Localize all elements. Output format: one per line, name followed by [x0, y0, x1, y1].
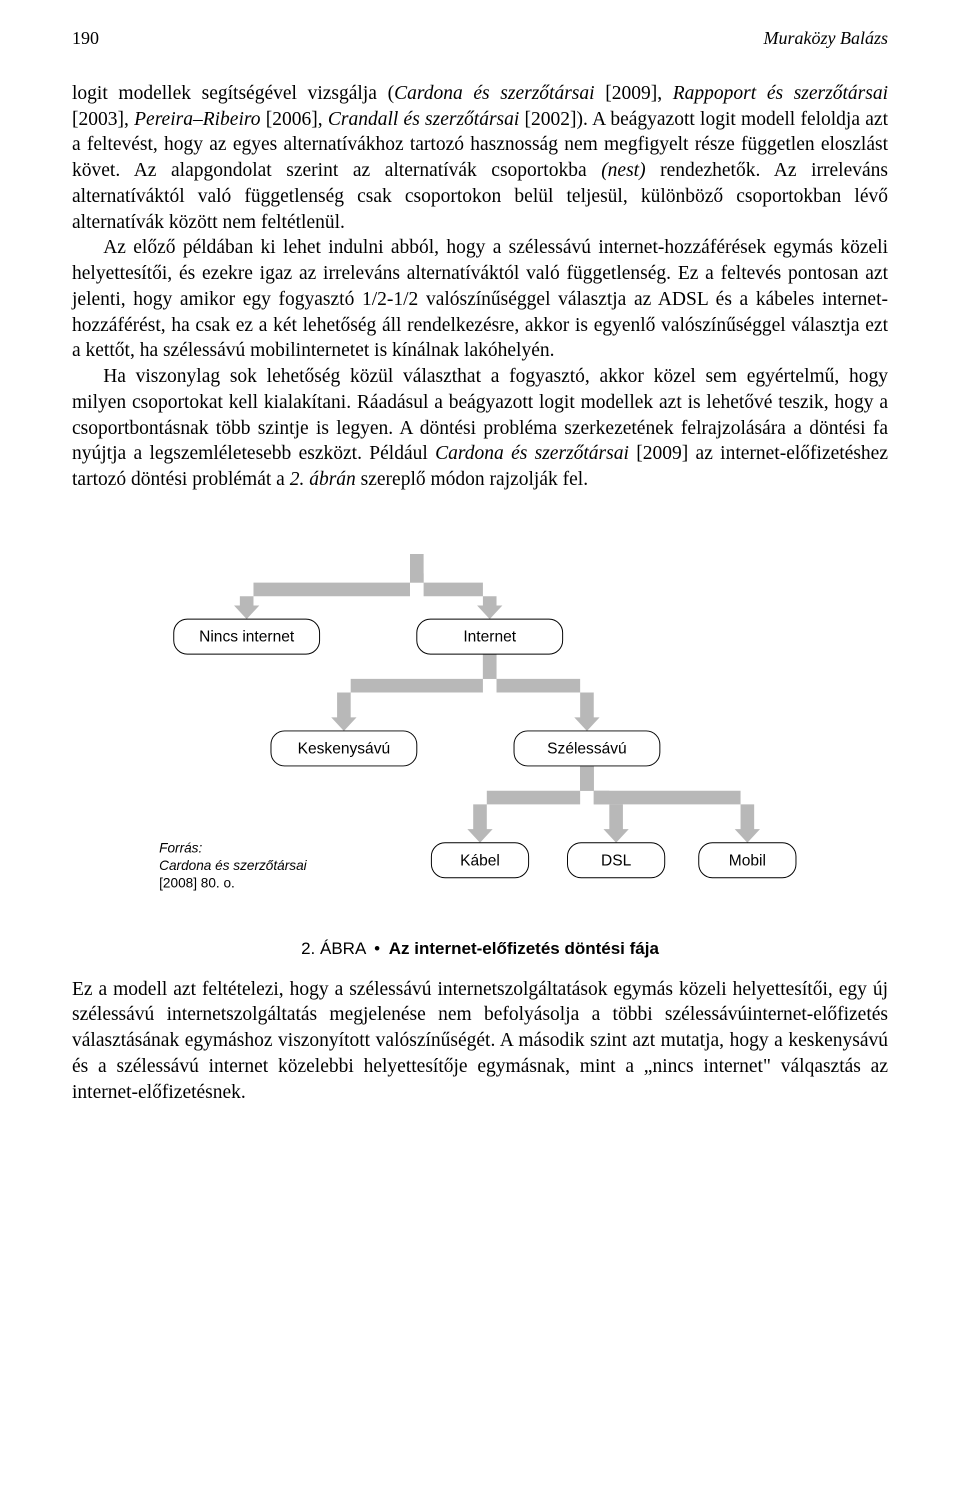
running-head: 190 Muraközy Balázs [72, 28, 888, 49]
citation: Crandall és szerzőtársai [328, 109, 519, 130]
running-author: Muraközy Balázs [764, 28, 889, 49]
figure-ref: 2. ábrán [290, 469, 356, 490]
citation: Cardona és szerzőtársai [435, 443, 629, 464]
figure-title: Az internet-előfizetés döntési fája [389, 939, 659, 958]
bullet-icon: • [370, 939, 384, 958]
citation: Pereira–Ribeiro [134, 109, 260, 130]
tree-edge [455, 766, 594, 843]
figure-label: ÁBRA [320, 939, 365, 958]
page-number: 190 [72, 28, 99, 49]
figure-caption: 2. ÁBRA • Az internet-előfizetés döntési… [72, 939, 888, 959]
tree-edge [483, 654, 600, 731]
text: Ez a modell azt feltételezi, hogy a szél… [72, 979, 888, 1103]
text: logit modellek segítségével vizsgálja ( [72, 83, 394, 104]
citation: Rappoport és szerzőtársai [673, 83, 888, 104]
text: [2009], [595, 83, 673, 104]
text: [2003], [72, 109, 134, 130]
figure-source-label: Forrás: [159, 840, 202, 855]
paragraph-4: Ez a modell azt feltételezi, hogy a szél… [72, 977, 888, 1106]
tree-node-label: Szélessávú [547, 740, 627, 757]
tree-node-label: Nincs internet [199, 628, 295, 645]
paragraph-2: Az előző példában ki lehet indulni abból… [72, 235, 888, 364]
tree-node-label: Keskenysávú [298, 740, 390, 757]
term-nest: (nest) [601, 160, 645, 181]
tree-edge [410, 573, 502, 619]
tree-node-label: DSL [601, 852, 632, 869]
text: Az előző példában ki lehet indulni abból… [72, 237, 888, 361]
tree-node-label: Internet [463, 628, 516, 645]
figure-number: 2. [301, 939, 315, 958]
tree-node-label: Kábel [460, 852, 500, 869]
text: [2006], [261, 109, 328, 130]
paragraph-1: logit modellek segítségével vizsgálja (C… [72, 81, 888, 235]
page: 190 Muraközy Balázs logit modellek segít… [0, 0, 960, 1145]
citation: Cardona és szerzőtársai [394, 83, 594, 104]
tree-edge [221, 573, 423, 619]
tree-edge [319, 654, 497, 731]
paragraph-3: Ha viszonylag sok lehetőség közül válasz… [72, 364, 888, 493]
figure-source-page: [2008] 80. o. [159, 875, 235, 890]
figure-source-citation: Cardona és szerzőtársai [159, 858, 307, 873]
text: szereplő módon rajzolják fel. [356, 469, 588, 490]
figure-2: Nincs internet Internet Keskenysávú Széless… [72, 529, 888, 959]
decision-tree-svg: Nincs internet Internet Keskenysávú Széless… [130, 529, 830, 929]
tree-node-label: Mobil [729, 852, 766, 869]
